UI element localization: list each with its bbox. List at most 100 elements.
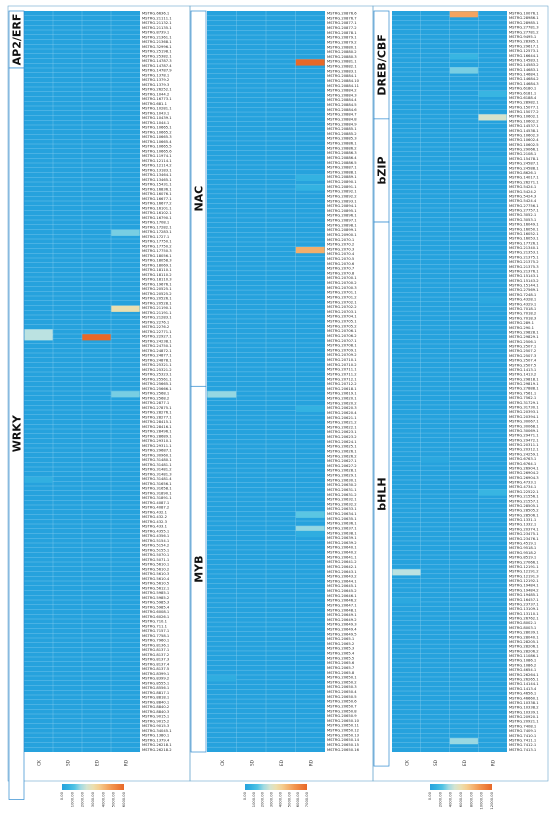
row-label: MSTRG.20650.9 bbox=[327, 714, 357, 718]
row-label: MSTRG.5424.4 bbox=[509, 199, 537, 203]
row-label: MSTRG.32996.1 bbox=[142, 45, 172, 49]
row-label: MSTRG.10665.2 bbox=[142, 130, 172, 134]
row-label: MSTRG.20650.15 bbox=[327, 743, 360, 747]
heatmap-cell bbox=[295, 184, 325, 191]
row-label: MSTRG.28205.1 bbox=[509, 640, 539, 644]
row-label: MSTRG.16644.1 bbox=[509, 54, 539, 58]
row-label: MSTRG.7960.1 bbox=[142, 639, 169, 643]
legend-tick-label: 5000.00 bbox=[287, 791, 291, 807]
row-label: MSTRG.7248.1 bbox=[509, 293, 536, 297]
row-label: MSTRG.20884.1 bbox=[327, 74, 357, 78]
row-label: MSTRG.10665.6 bbox=[142, 149, 172, 153]
row-label: MSTRG.12114.1 bbox=[142, 159, 172, 163]
row-label: MSTRG.2507.1 bbox=[509, 345, 536, 349]
row-label: MSTRG.3052.1 bbox=[509, 213, 536, 217]
row-label: MSTRG.10339.1 bbox=[509, 710, 539, 714]
row-label: MSTRG.2568.1 bbox=[142, 392, 169, 396]
legend-colorbar bbox=[62, 784, 124, 790]
row-label: MSTRG.10665.5 bbox=[142, 145, 172, 149]
row-label: MSTRG.5070.1 bbox=[142, 553, 169, 557]
row-label: MSTRG.8739.1 bbox=[142, 31, 169, 35]
row-label: MSTRG.5610.1 bbox=[142, 563, 169, 567]
row-label: MSTRG.7758.1 bbox=[142, 634, 169, 638]
row-label: MSTRG.6008.1 bbox=[142, 610, 169, 614]
row-label: MSTRG.23475.1 bbox=[509, 532, 539, 536]
row-label: MSTRG.31480.1 bbox=[142, 458, 172, 462]
row-label: MSTRG.27756.1 bbox=[509, 204, 539, 208]
row-label: MSTRG.27875.1 bbox=[142, 406, 172, 410]
row-label: MSTRG.290.1 bbox=[509, 326, 534, 330]
row-label: MSTRG.13183.1 bbox=[142, 168, 172, 172]
row-label: MSTRG.20621.2 bbox=[327, 421, 357, 425]
row-label: MSTRG.27569.1 bbox=[509, 288, 539, 292]
row-label: MSTRG.5612.1 bbox=[142, 586, 169, 590]
row-label: MSTRG.1380.1 bbox=[142, 734, 169, 738]
row-label: MSTRG.9495.1 bbox=[509, 35, 536, 39]
row-label: MSTRG.4329.1 bbox=[509, 302, 536, 306]
row-label: MSTRG.20646.1 bbox=[327, 594, 357, 598]
row-label: MSTRG.28505.2 bbox=[509, 509, 539, 513]
row-label: MSTRG.20641.1 bbox=[327, 555, 357, 559]
row-label: MSTRG.28496.1 bbox=[142, 430, 172, 434]
row-label: MSTRG.432.1 bbox=[142, 510, 167, 514]
row-label: MSTRG.14787.3 bbox=[142, 59, 172, 63]
row-label: MSTRG.20708.1 bbox=[327, 344, 357, 348]
row-label: MSTRG.20710.1 bbox=[327, 358, 357, 362]
legend-tick-label: 3000.00 bbox=[270, 791, 274, 807]
row-label: MSTRG.4519.1 bbox=[509, 542, 536, 546]
family-label: bZIP bbox=[376, 156, 389, 184]
row-label: MSTRG.1708.1 bbox=[142, 221, 169, 225]
row-label: MSTRG.20885.1 bbox=[327, 127, 357, 131]
row-label: MSTRG.2070.4 bbox=[327, 252, 355, 256]
row-label: MSTRG.20623.2 bbox=[327, 435, 357, 439]
legend-tick-label: 6000.00 bbox=[296, 791, 300, 807]
row-label: MSTRG.4355.1 bbox=[142, 529, 169, 533]
row-label: MSTRG.8519.1 bbox=[509, 556, 536, 560]
row-label: MSTRG.20877.2 bbox=[327, 26, 357, 30]
row-label: MSTRG.20650.10 bbox=[327, 719, 360, 723]
row-label: MSTRG.2276.2 bbox=[142, 325, 169, 329]
row-label: MSTRG.21283.1 bbox=[142, 316, 172, 320]
row-label: MSTRG.20649.2 bbox=[327, 618, 357, 622]
row-label: MSTRG.16049.1 bbox=[509, 223, 539, 227]
row-label: MSTRG.13109.1 bbox=[509, 607, 539, 611]
row-label: MSTRG.8137.4 bbox=[142, 662, 170, 666]
row-label: MSTRG.13110.1 bbox=[509, 612, 539, 616]
heatmap-cell bbox=[24, 329, 53, 336]
row-label: MSTRG.20650.12 bbox=[327, 729, 359, 733]
row-label: MSTRG.20647.1 bbox=[327, 603, 357, 607]
row-label: MSTRG.27781.3 bbox=[509, 26, 539, 30]
row-label: MSTRG.29066.1 bbox=[509, 148, 539, 152]
row-label: MSTRG.5610.5 bbox=[142, 582, 170, 586]
row-label: MSTRG.5155.1 bbox=[142, 548, 169, 552]
legend-tick-label: 4000.00 bbox=[101, 791, 105, 807]
row-label: MSTRG.20880.2 bbox=[327, 50, 357, 54]
row-label: MSTRG.12191.3 bbox=[509, 574, 539, 578]
legend-tick-label: 3000.00 bbox=[91, 791, 95, 807]
row-label: MSTRG.27888.1 bbox=[509, 387, 539, 391]
row-label: MSTRG.31656.1 bbox=[142, 482, 172, 486]
row-label: MSTRG.29310.1 bbox=[142, 439, 172, 443]
row-label: MSTRG.31891.1 bbox=[142, 496, 172, 500]
row-label: MSTRG.20643.1 bbox=[327, 570, 357, 574]
row-label: MSTRG.6180.1 bbox=[509, 87, 536, 91]
row-label: MSTRG.14537.1 bbox=[509, 124, 539, 128]
row-label: MSTRG.20393.1 bbox=[509, 410, 539, 414]
row-label: MSTRG.18110.1 bbox=[142, 268, 172, 272]
row-label: MSTRG.30067.1 bbox=[509, 420, 539, 424]
row-label: MSTRG.20650.11 bbox=[327, 724, 359, 728]
row-label: MSTRG.8399.1 bbox=[142, 672, 169, 676]
row-label: MSTRG.20311.1 bbox=[509, 443, 539, 447]
heatmap-cell bbox=[295, 59, 325, 66]
row-label: MSTRG.21191.1 bbox=[142, 311, 172, 315]
row-label: MSTRG.10602.4 bbox=[509, 138, 539, 142]
row-label: MSTRG.25382.1 bbox=[142, 54, 172, 58]
row-label: MSTRG.20630.2 bbox=[327, 483, 357, 487]
row-label: MSTRG.21361.1 bbox=[142, 35, 172, 39]
row-label: MSTRG.20374.1 bbox=[509, 527, 539, 531]
row-label: MSTRG.31730.1 bbox=[509, 405, 539, 409]
row-label: MSTRG.20884.8 bbox=[327, 117, 357, 121]
row-label: MSTRG.20650.16 bbox=[327, 748, 360, 752]
row-label: MSTRG.20648.1 bbox=[327, 608, 357, 612]
heatmap-cell bbox=[295, 174, 325, 182]
